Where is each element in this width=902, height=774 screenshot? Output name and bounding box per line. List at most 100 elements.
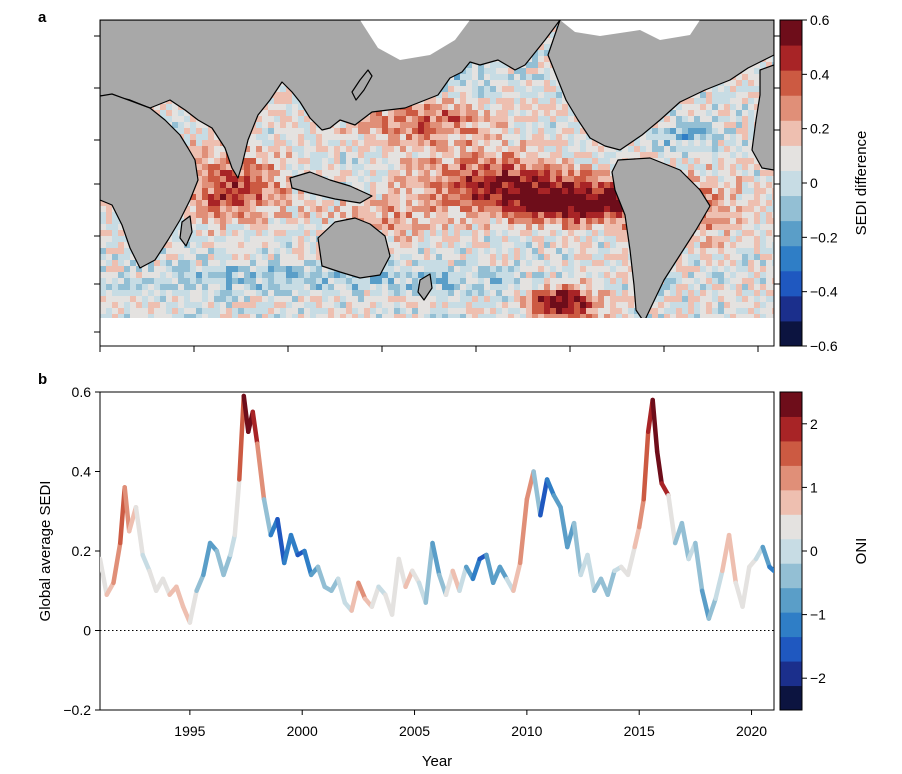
map-cell — [706, 152, 712, 158]
map-cell — [238, 182, 244, 188]
map-cell — [562, 194, 568, 200]
map-cell — [100, 212, 106, 218]
map-cell — [364, 116, 370, 122]
map-cell — [292, 134, 298, 140]
map-cell — [772, 236, 774, 242]
map-cell — [220, 164, 226, 170]
map-cell — [316, 272, 322, 278]
map-cell — [436, 164, 442, 170]
map-cell — [574, 254, 580, 260]
map-cell — [460, 266, 466, 272]
map-cell — [520, 170, 526, 176]
map-cell — [412, 110, 418, 116]
map-cell — [244, 254, 250, 260]
map-cell — [424, 200, 430, 206]
map-cell — [568, 224, 574, 230]
map-cell — [502, 74, 508, 80]
map-cell — [214, 212, 220, 218]
map-cell — [580, 134, 586, 140]
map-cell — [106, 284, 112, 290]
map-cell — [382, 122, 388, 128]
map-cell — [424, 182, 430, 188]
map-cell — [748, 278, 754, 284]
map-cell — [484, 92, 490, 98]
map-cell — [742, 140, 748, 146]
map-cell — [130, 278, 136, 284]
map-cell — [550, 98, 556, 104]
map-cell — [220, 200, 226, 206]
map-cell — [280, 254, 286, 260]
map-cell — [514, 92, 520, 98]
map-cell — [490, 80, 496, 86]
map-cell — [268, 98, 274, 104]
map-cell — [430, 128, 436, 134]
map-cell — [400, 164, 406, 170]
map-cell — [544, 152, 550, 158]
map-cell — [514, 272, 520, 278]
map-cell — [490, 248, 496, 254]
map-cell — [658, 122, 664, 128]
map-cell — [772, 188, 774, 194]
map-cell — [400, 194, 406, 200]
map-cell — [580, 218, 586, 224]
map-cell — [190, 224, 196, 230]
map-cell — [544, 206, 550, 212]
map-cell — [316, 260, 322, 266]
map-cell — [700, 242, 706, 248]
map-cell — [730, 176, 736, 182]
map-cell — [262, 218, 268, 224]
map-cell — [382, 176, 388, 182]
map-cell — [754, 188, 760, 194]
map-cell — [526, 236, 532, 242]
map-cell — [724, 158, 730, 164]
map-cell — [400, 200, 406, 206]
map-cell — [502, 98, 508, 104]
map-cell — [496, 266, 502, 272]
map-cell — [274, 242, 280, 248]
map-cell — [490, 266, 496, 272]
map-cell — [592, 230, 598, 236]
map-cell — [268, 122, 274, 128]
map-cell — [430, 134, 436, 140]
map-cell — [562, 242, 568, 248]
map-cell — [460, 164, 466, 170]
map-cell — [682, 278, 688, 284]
map-cell — [478, 212, 484, 218]
map-cell — [568, 212, 574, 218]
map-cell — [508, 116, 514, 122]
map-cell — [760, 278, 766, 284]
map-cell — [472, 206, 478, 212]
map-cell — [304, 236, 310, 242]
map-cell — [376, 176, 382, 182]
map-cell — [712, 110, 718, 116]
map-cell — [370, 122, 376, 128]
map-cell — [442, 188, 448, 194]
map-cell — [418, 272, 424, 278]
map-cell — [448, 104, 454, 110]
map-cell — [574, 218, 580, 224]
map-cell — [448, 176, 454, 182]
map-cell — [316, 146, 322, 152]
map-cell — [298, 110, 304, 116]
map-cell — [274, 104, 280, 110]
map-cell — [736, 218, 742, 224]
map-cell — [310, 146, 316, 152]
map-cell — [466, 164, 472, 170]
map-cell — [298, 194, 304, 200]
map-cell — [208, 248, 214, 254]
map-cell — [676, 128, 682, 134]
map-cell — [610, 260, 616, 266]
map-cell — [532, 212, 538, 218]
map-cell — [580, 254, 586, 260]
map-cell — [400, 248, 406, 254]
map-cell — [394, 188, 400, 194]
map-cell — [238, 266, 244, 272]
map-cell — [724, 266, 730, 272]
map-cell — [220, 242, 226, 248]
map-cell — [232, 278, 238, 284]
map-cell — [502, 122, 508, 128]
map-cell — [340, 176, 346, 182]
map-cell — [556, 254, 562, 260]
map-cell — [400, 128, 406, 134]
